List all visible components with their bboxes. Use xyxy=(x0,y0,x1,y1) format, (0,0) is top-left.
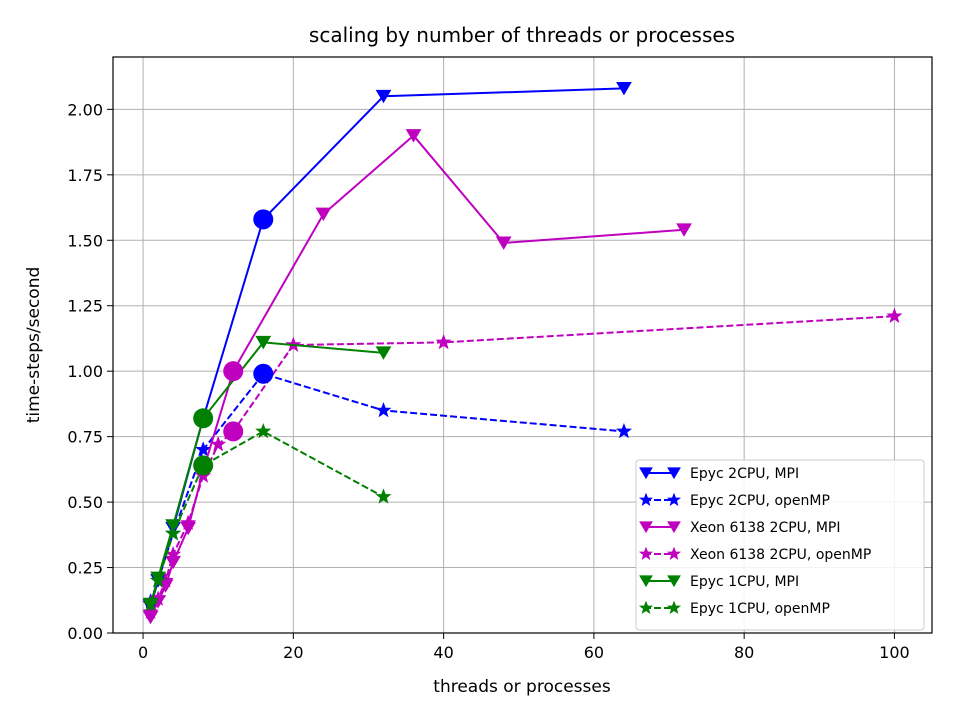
highlight-point xyxy=(193,455,214,476)
highlight-point xyxy=(223,361,244,382)
y-tick-label: 0.00 xyxy=(67,624,103,643)
legend-label: Epyc 1CPU, MPI xyxy=(690,574,799,590)
y-tick-label: 1.50 xyxy=(67,231,103,250)
legend-marker xyxy=(666,546,682,561)
data-point xyxy=(435,333,452,350)
data-point xyxy=(375,346,392,360)
data-point xyxy=(315,207,332,222)
legend-label: Xeon 6138 2CPU, MPI xyxy=(690,520,840,536)
y-tick-label: 1.00 xyxy=(67,362,103,381)
legend-marker xyxy=(667,575,681,588)
x-tick-label: 80 xyxy=(734,643,754,662)
plot-frame xyxy=(112,56,933,634)
legend-marker xyxy=(638,492,654,507)
series-layer xyxy=(142,81,903,625)
legend-entry: Xeon 6138 2CPU, openMP xyxy=(638,546,871,563)
y-tick-label: 2.00 xyxy=(67,100,103,119)
x-tick-label: 100 xyxy=(879,643,910,662)
axis-ticks: 0 20 40 60 80 100 0.00 0.25 0.50 0.75 1.00 1.25 1.50… xyxy=(67,100,909,662)
legend-entry: Xeon 6138 2CPU, MPI xyxy=(639,520,840,536)
legend-marker xyxy=(639,521,653,534)
highlight-point xyxy=(253,363,274,384)
x-tick-label: 60 xyxy=(584,643,604,662)
legend: Epyc 2CPU, MPI Epyc 2CPU, openMP Xeon 6138… xyxy=(635,459,925,631)
grid xyxy=(113,57,932,634)
legend-marker xyxy=(666,600,682,615)
data-point xyxy=(150,572,167,588)
data-point xyxy=(195,441,212,457)
highlight-point xyxy=(253,209,274,230)
legend-marker xyxy=(639,467,653,480)
chart-title: scaling by number of threads or processe… xyxy=(309,23,735,47)
data-point xyxy=(375,488,392,504)
legend-marker xyxy=(666,492,682,507)
data-point xyxy=(495,236,512,250)
y-axis-label: time-steps/second xyxy=(24,267,44,424)
legend-entry: Epyc 2CPU, openMP xyxy=(638,492,830,509)
data-point xyxy=(375,402,392,418)
legend-entry: Epyc 1CPU, openMP xyxy=(638,600,830,617)
highlight-point xyxy=(193,408,214,429)
x-tick-label: 0 xyxy=(138,643,148,662)
highlight-point xyxy=(223,421,244,442)
data-point xyxy=(615,422,632,439)
legend-label: Xeon 6138 2CPU, openMP xyxy=(690,547,871,563)
legend-entry: Epyc 2CPU, MPI xyxy=(639,466,799,482)
legend-marker xyxy=(638,546,654,561)
data-point xyxy=(210,436,227,452)
y-tick-label: 1.75 xyxy=(67,166,103,185)
x-tick-label: 40 xyxy=(433,643,453,662)
data-point xyxy=(375,89,392,104)
data-point xyxy=(405,129,422,143)
legend-label: Epyc 1CPU, openMP xyxy=(690,601,830,617)
data-point xyxy=(180,514,197,530)
y-tick-label: 1.25 xyxy=(67,297,103,316)
y-tick-label: 0.50 xyxy=(67,493,103,512)
data-point xyxy=(255,422,272,439)
data-point xyxy=(886,307,903,324)
y-tick-label: 0.25 xyxy=(67,559,103,578)
legend-label: Epyc 2CPU, MPI xyxy=(690,466,799,482)
legend-marker xyxy=(667,467,681,480)
legend-marker xyxy=(667,521,681,534)
data-point xyxy=(165,525,182,541)
legend-label: Epyc 2CPU, openMP xyxy=(690,493,830,509)
data-point xyxy=(142,603,159,619)
data-point xyxy=(255,335,272,350)
x-axis-label: threads or processes xyxy=(433,677,611,697)
x-tick-label: 20 xyxy=(283,643,303,662)
legend-marker xyxy=(638,600,654,615)
legend-box xyxy=(635,459,925,631)
legend-entry: Epyc 1CPU, MPI xyxy=(639,574,799,590)
legend-marker xyxy=(639,575,653,588)
data-point xyxy=(616,81,632,96)
data-point xyxy=(142,595,159,612)
y-tick-label: 0.75 xyxy=(67,428,103,447)
data-point xyxy=(676,223,692,237)
